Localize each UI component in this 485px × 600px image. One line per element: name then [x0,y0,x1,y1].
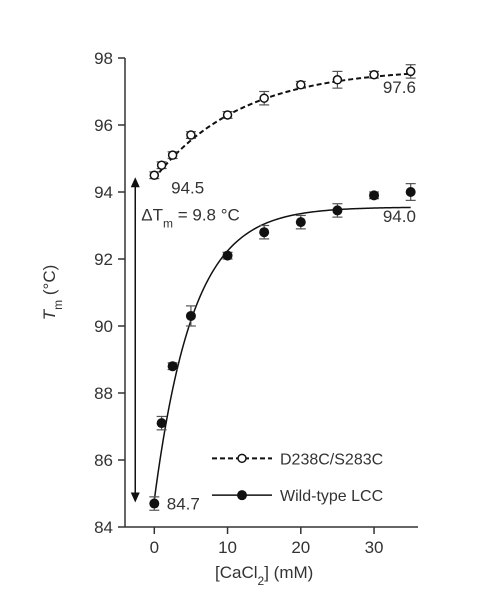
point-wild-type-lcc [149,498,160,509]
point-d238c-s283c [259,93,269,103]
fit-curve-wild-type-lcc [153,206,411,501]
y-tick-label: 86 [94,451,113,470]
legend: D238C/S283C Wild-type LCC [212,451,383,505]
y-tick-label: 92 [94,250,113,269]
legend-marker-wild-type-lcc [237,490,247,501]
x-tick-label: 10 [218,538,237,557]
point-wild-type-lcc [295,217,306,228]
point-d238c-s283c [156,160,167,170]
annotation-mut-end: 97.6 [383,78,416,97]
legend-marker-d238c-s283c [237,453,247,464]
y-tick-label: 84 [94,518,113,537]
data-points [149,64,416,511]
annotation-wt-end: 94.0 [383,207,416,226]
delta-tm-annotation: ΔTm = 9.8 °C [141,205,240,230]
point-wild-type-lcc [259,227,270,238]
fit-curve-d238c-s283c [153,72,411,180]
x-ticks: 0 10 20 30 [150,527,384,557]
legend-label-d238c-s283c: D238C/S283C [280,451,383,468]
annotation-mut-start: 94.5 [171,179,204,198]
axes [124,58,418,528]
point-d238c-s283c [296,80,306,90]
y-tick-label: 96 [94,116,113,135]
legend-label-wild-type-lcc: Wild-type LCC [280,488,383,505]
x-axis-label: [CaCl2] (mM) [215,563,313,588]
y-tick-label: 94 [94,183,113,202]
delta-arrow-head-up [130,177,140,188]
point-wild-type-lcc [369,190,380,201]
point-d238c-s283c [332,75,343,85]
y-axis-label: Tm (°C) [40,265,65,321]
y-tick-label: 88 [94,384,113,403]
point-wild-type-lcc [156,418,167,429]
point-d238c-s283c [369,70,379,80]
x-tick-label: 20 [291,538,310,557]
y-tick-label: 90 [94,317,113,336]
x-tick-label: 30 [365,538,384,557]
y-ticks: 84 86 88 90 92 94 96 98 [94,49,125,537]
point-d238c-s283c [167,150,178,160]
fit-curves [153,72,411,501]
x-tick-label: 0 [150,538,159,557]
point-d238c-s283c [405,66,416,77]
delta-arrow-head-down [130,492,140,503]
point-d238c-s283c [186,130,196,140]
point-wild-type-lcc [185,310,196,321]
point-wild-type-lcc [332,205,343,216]
point-d238c-s283c [149,170,160,180]
annotation-wt-start: 84.7 [167,495,200,514]
point-wild-type-lcc [167,361,178,372]
point-wild-type-lcc [405,187,416,197]
point-wild-type-lcc [222,250,233,261]
annotations [130,177,140,503]
y-tick-label: 98 [94,49,113,68]
point-d238c-s283c [222,110,233,120]
